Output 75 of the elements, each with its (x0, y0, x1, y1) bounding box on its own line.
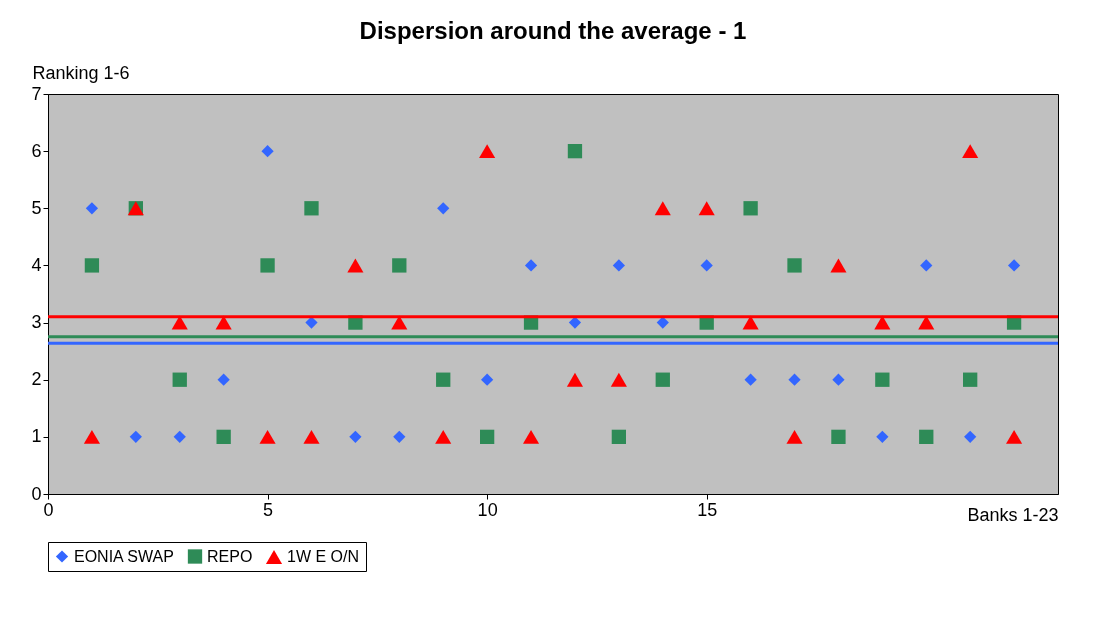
point (303, 429, 320, 444)
point (744, 373, 757, 386)
point (171, 315, 188, 330)
point (788, 373, 801, 386)
x-tick-label: 15 (697, 499, 718, 520)
point (481, 373, 494, 386)
point (700, 259, 713, 272)
y-tick-label: 6 (31, 140, 42, 161)
point (743, 201, 758, 216)
x-axis-title: Banks 1-23 (967, 504, 1059, 525)
point (479, 429, 495, 445)
point (85, 202, 99, 215)
point (436, 372, 451, 387)
y-tick-label: 1 (31, 426, 42, 447)
point (522, 429, 540, 444)
point (655, 372, 670, 387)
point (874, 315, 891, 330)
chart-title: Dispersion around the average - 1 (359, 17, 747, 44)
point (875, 372, 890, 387)
point (261, 145, 274, 158)
point (830, 258, 847, 273)
point (832, 373, 845, 386)
y-tick-label: 2 (31, 369, 42, 390)
point (611, 429, 627, 445)
point (524, 259, 538, 272)
y-tick-label: 7 (31, 83, 42, 104)
legend-label: EONIA SWAP (74, 547, 174, 565)
legend-label: 1W E O/N (287, 548, 360, 565)
point (217, 373, 230, 386)
point (1007, 259, 1021, 272)
point (963, 372, 978, 387)
point (260, 258, 275, 273)
point (393, 430, 406, 443)
x-tick-label: 5 (263, 499, 274, 520)
point (742, 315, 759, 330)
y-axis-title: Ranking 1-6 (32, 62, 130, 83)
point (876, 430, 889, 443)
y-tick-label: 3 (31, 312, 42, 333)
point (347, 258, 364, 273)
point (918, 315, 935, 330)
point (1006, 429, 1023, 444)
point (392, 258, 407, 273)
point (437, 202, 450, 215)
point (215, 315, 232, 330)
legend-label: REPO (207, 547, 253, 565)
point (479, 144, 496, 159)
point (568, 316, 582, 329)
x-tick-label: 10 (477, 499, 498, 520)
point (964, 430, 977, 443)
point (698, 201, 715, 216)
point (831, 429, 846, 445)
point (962, 144, 979, 159)
point (920, 259, 933, 272)
point (566, 372, 584, 387)
y-tick-label: 5 (31, 197, 42, 218)
point (654, 201, 671, 216)
point (612, 259, 625, 272)
point (349, 430, 362, 443)
y-tick-label: 0 (31, 483, 42, 504)
point (787, 258, 802, 273)
point (919, 429, 934, 445)
point (610, 372, 627, 387)
y-tick-label: 4 (31, 254, 42, 275)
point (84, 258, 100, 273)
point (435, 429, 452, 444)
point (391, 315, 408, 330)
point (304, 201, 319, 216)
point (216, 429, 231, 445)
point (172, 372, 187, 387)
point (83, 429, 100, 444)
point (129, 430, 142, 443)
point (173, 430, 186, 443)
point (259, 429, 276, 444)
point (786, 429, 803, 444)
point (567, 143, 583, 159)
